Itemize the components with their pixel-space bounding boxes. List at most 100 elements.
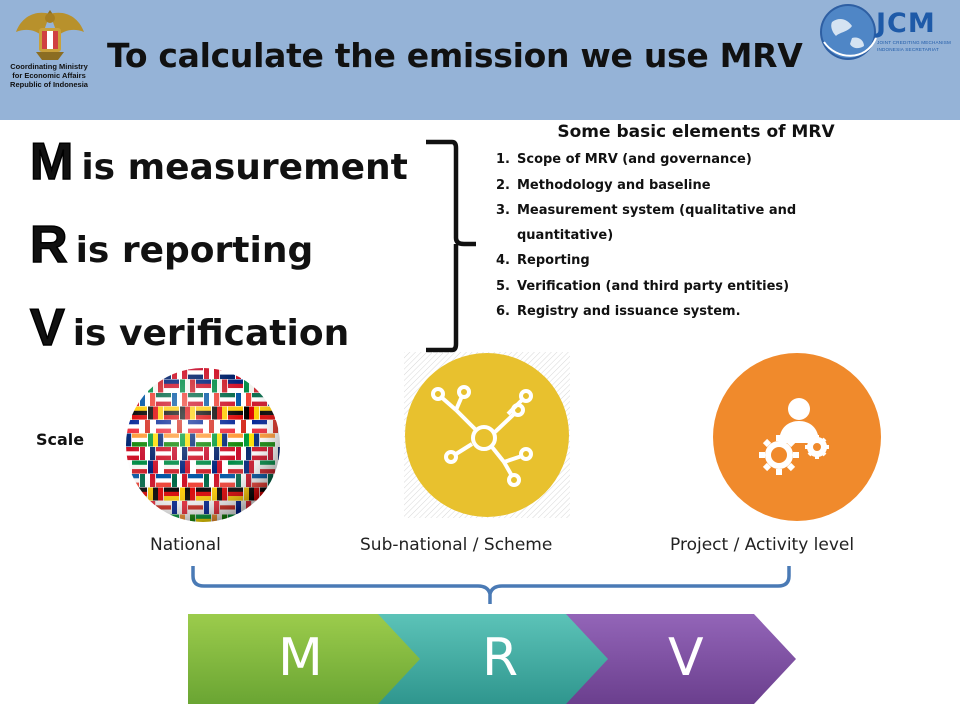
flag-stripe (126, 374, 139, 380)
scale-level-national: National (150, 535, 221, 555)
flag-stripe (145, 368, 151, 379)
flag-stripe (228, 518, 243, 522)
jcm-globe-logo-icon (820, 4, 877, 60)
gov-caption-line: Coordinating Ministry (10, 62, 88, 71)
flag-stripe (140, 501, 146, 514)
flag-stripe (126, 379, 127, 393)
flag-stripe (268, 393, 274, 406)
flag-stripe (252, 509, 267, 515)
flag-stripe (260, 383, 275, 389)
garuda-emblem-icon (16, 10, 84, 60)
flag-stripe (126, 460, 127, 474)
mrv-elements-title: Some basic elements of MRV (557, 122, 835, 142)
mrv-process-arrow (188, 614, 796, 704)
process-segment-r (372, 614, 608, 704)
flag-stripe (126, 509, 139, 515)
flag-stripe (126, 487, 132, 501)
flag-stripe (132, 379, 147, 384)
flag-stripe (164, 523, 179, 524)
definition-text: is verification (72, 313, 350, 354)
flag-stripe (260, 496, 275, 501)
flag-stripe (252, 368, 267, 371)
flag-stripe (156, 370, 171, 375)
flag-stripe (260, 379, 275, 384)
flag-stripe (278, 501, 280, 514)
flag-stripe (150, 368, 156, 379)
list-number: 4. (496, 253, 510, 268)
jcm-wordmark: JCM (876, 8, 936, 39)
list-text: Methodology and baseline (517, 177, 711, 193)
scale-label: Scale (36, 430, 85, 449)
flag-stripe (164, 518, 179, 522)
list-number: 3. (496, 203, 510, 218)
flag-stripe (126, 406, 127, 420)
flag-stripe (126, 514, 132, 522)
flag-stripe (244, 514, 250, 522)
definition-letter: R (29, 215, 68, 275)
flag-stripe (126, 406, 132, 420)
flag-stripe (126, 397, 139, 402)
gov-caption: Coordinating Ministry for Economic Affai… (3, 62, 95, 89)
flag-stripe (132, 388, 147, 393)
globe-of-flags-icon (126, 368, 280, 524)
list-text: Registry and issuance system. (517, 304, 741, 319)
definition-letter: V (29, 298, 65, 358)
list-item: 5. Verification (and third party entities… (496, 274, 896, 300)
flag-stripe (228, 523, 243, 524)
list-number: 5. (496, 278, 510, 294)
scale-brace-icon (191, 566, 791, 604)
list-number: 2. (496, 177, 510, 193)
flag-stripe (156, 368, 171, 371)
flag-stripe (268, 368, 274, 379)
definition-letter: M (29, 132, 74, 192)
flag-stripe (148, 514, 154, 522)
flag-stripe (132, 518, 147, 522)
gov-caption-line: Republic of Indonesia (10, 80, 88, 89)
flag-stripe (126, 514, 127, 522)
list-text: Verification (and third party entities) (517, 278, 790, 294)
process-label-m: M (278, 628, 323, 688)
flag-stripe (252, 370, 267, 375)
flag-stripe (260, 518, 275, 522)
page-title: To calculate the emission we use MRV (107, 36, 803, 75)
jcm-subtitle: JOINT CREDITING MECHANISM (877, 40, 952, 45)
flag-stripe (126, 379, 132, 393)
flag-stripe (268, 501, 274, 514)
scale-level-project: Project / Activity level (670, 535, 855, 555)
flag-stripe (126, 393, 139, 398)
flag-stripe (140, 368, 146, 379)
flag-stripe (254, 514, 260, 522)
flag-stripe (132, 383, 147, 389)
flag-stripe (126, 433, 127, 447)
flag-stripe (273, 474, 279, 487)
flag-stripe (126, 501, 139, 506)
flag-stripe (220, 368, 235, 371)
flag-stripe (132, 523, 147, 524)
process-label-r: R (482, 628, 519, 688)
mrv-elements-list: 1. Scope of MRV (and governance) 2. Method… (496, 147, 896, 325)
list-text: Reporting (517, 253, 590, 268)
right-brace-icon (426, 139, 476, 353)
flag-stripe (249, 514, 255, 522)
flag-stripe (278, 474, 280, 487)
list-text: Measurement system (qualitative and quan… (517, 203, 797, 243)
list-number: 1. (496, 152, 510, 167)
gov-caption-line: for Economic Affairs (12, 71, 86, 80)
flag-stripe (241, 368, 247, 379)
flag-stripe (132, 496, 147, 501)
flag-stripe (126, 368, 139, 371)
flag-stripe (126, 487, 127, 501)
flag-stripe (132, 514, 147, 519)
flag-stripe (252, 374, 267, 380)
flag-stripe (145, 501, 151, 514)
flag-stripe (273, 501, 279, 514)
flag-stripe (126, 505, 139, 510)
flag-stripe (260, 388, 275, 393)
list-text: Scope of MRV (and governance) (517, 152, 752, 167)
flag-stripe (278, 393, 280, 406)
flag-stripe (273, 393, 279, 406)
flag-stripe (153, 514, 159, 522)
